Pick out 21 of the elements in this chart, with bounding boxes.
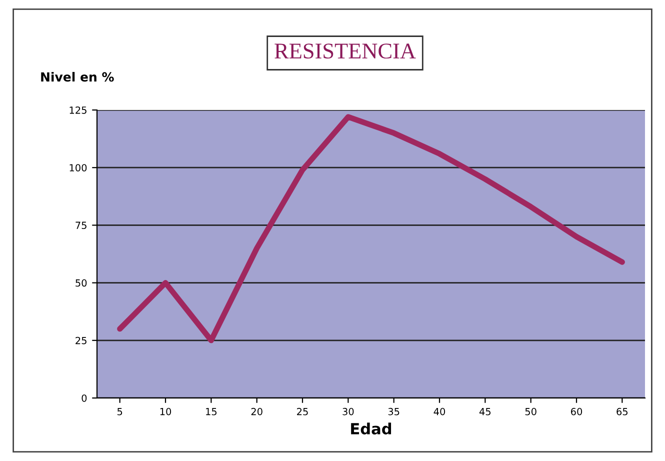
x-tick-label: 45	[479, 408, 491, 416]
y-tick-label: 50	[76, 279, 87, 287]
x-tick-label: 10	[160, 408, 172, 416]
x-tick-label: 65	[616, 408, 628, 416]
y-tick-label: 100	[70, 164, 87, 172]
x-tick-label: 50	[525, 408, 536, 416]
y-axis-title: Nivel en %	[41, 72, 114, 82]
x-tick-label: 40	[434, 408, 446, 416]
chart-title: RESISTENCIA	[274, 44, 416, 59]
x-tick-label: 35	[388, 408, 400, 416]
x-tick-label: 30	[342, 408, 354, 416]
y-tick-label: 125	[70, 106, 86, 114]
x-tick-label: 20	[251, 408, 262, 416]
y-tick-label: 0	[82, 394, 87, 402]
x-tick-label: 15	[206, 408, 217, 416]
x-axis-title: Edad	[351, 422, 392, 435]
y-tick-label: 75	[76, 222, 86, 230]
y-tick-label: 25	[76, 336, 86, 344]
x-tick-label: 5	[117, 408, 122, 416]
x-tick-label: 60	[570, 408, 582, 416]
x-tick-label: 25	[297, 408, 308, 416]
